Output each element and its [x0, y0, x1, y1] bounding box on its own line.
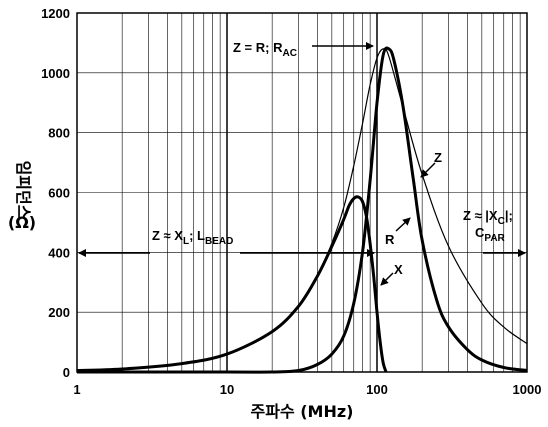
- y-tick-label: 1000: [41, 66, 70, 81]
- y-tick-label: 1200: [41, 6, 70, 21]
- label-z: Z: [420, 150, 442, 178]
- label-x-text: X: [394, 262, 403, 277]
- y-tick-labels: 0 200 400 600 800 1000 1200: [41, 6, 70, 380]
- x-axis-title: 주파수 (MHz): [251, 402, 354, 421]
- label-z-text: Z: [434, 150, 442, 165]
- label-z-arrow: [420, 162, 436, 178]
- plot-frame: [76, 12, 528, 373]
- grid-lines: [77, 13, 527, 372]
- label-x-arrow: [380, 272, 394, 286]
- annotation-cpar-text: CPAR: [475, 225, 506, 244]
- label-x: X: [380, 262, 403, 286]
- label-r: R: [385, 217, 411, 247]
- y-tick-label: 0: [63, 365, 70, 380]
- y-tick-label: 400: [48, 245, 70, 260]
- series-layer: [76, 46, 528, 374]
- series-z-line: [76, 47, 528, 372]
- annotation-z-eq-r-text: Z = R; RAC: [233, 40, 297, 59]
- series-x-line: [76, 195, 388, 373]
- annotation-z-xl-text: Z ≈ XL; LBEAD: [152, 228, 233, 247]
- y-tick-label: 600: [48, 186, 70, 201]
- label-r-text: R: [385, 232, 395, 247]
- y-axis-unit: (Ω): [8, 213, 36, 232]
- series-r-line: [77, 46, 528, 374]
- y-axis-title: 임피던스: [14, 161, 33, 220]
- annotation-z-eq-r: Z = R; RAC: [233, 40, 374, 59]
- x-tick-label: 10: [220, 382, 234, 397]
- annotation-z-xc-text: Z ≈ |XC|;: [463, 208, 513, 227]
- y-tick-label: 200: [48, 305, 70, 320]
- x-tick-label: 1: [73, 382, 80, 397]
- x-tick-labels: 1 10 100 1000: [73, 382, 541, 397]
- x-tick-label: 1000: [513, 382, 542, 397]
- y-tick-label: 800: [48, 126, 70, 141]
- x-tick-label: 100: [366, 382, 388, 397]
- annotation-z-xl: Z ≈ XL; LBEAD: [78, 228, 375, 257]
- annotation-z-xc: Z ≈ |XC|; CPAR: [463, 208, 526, 257]
- label-r-arrow: [395, 217, 411, 232]
